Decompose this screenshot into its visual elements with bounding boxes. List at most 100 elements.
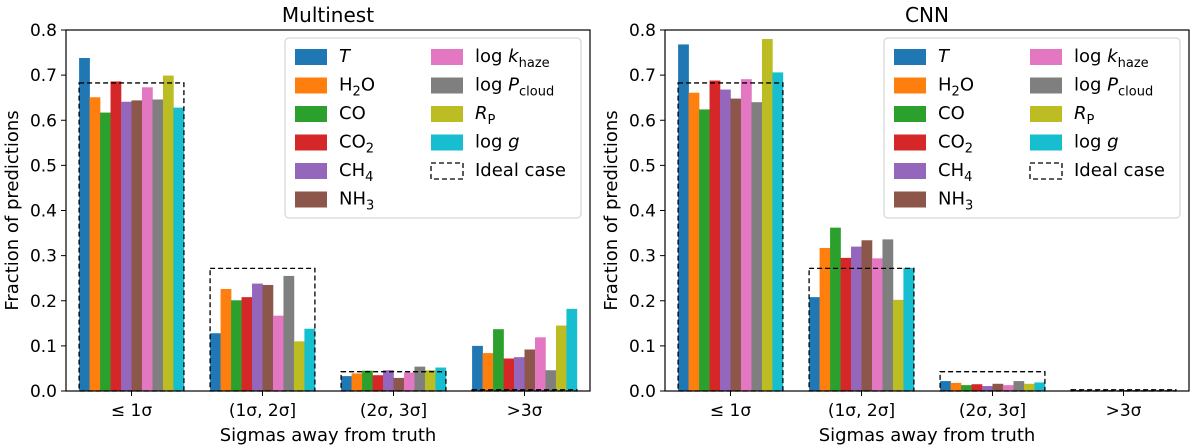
x-tick-label: (1σ, 2σ] — [828, 401, 895, 421]
legend-entry-log-pcloud: log Pcloud — [431, 75, 554, 100]
bar-t — [678, 44, 689, 391]
x-axis-title: Sigmas away from truth — [819, 425, 1036, 446]
legend-entry-t: T — [894, 46, 951, 67]
x-tick-label: >3σ — [1106, 401, 1142, 421]
x-tick-label: (1σ, 2σ] — [229, 401, 296, 421]
legend-label: Ideal case — [1074, 160, 1165, 181]
bar-log-g — [173, 107, 185, 392]
bar-t — [79, 57, 90, 391]
legend-entry-co: CO — [894, 103, 965, 124]
bar-log-khaze — [272, 315, 284, 391]
legend-entry-log-khaze: log khaze — [431, 46, 550, 71]
legend-label: log g — [1074, 132, 1119, 153]
legend-label: log khaze — [1074, 46, 1149, 71]
y-tick-label: 0.4 — [30, 202, 57, 222]
y-tick-label: 0.3 — [30, 247, 57, 267]
legend-swatch — [431, 134, 463, 151]
bar-log-pcloud — [152, 99, 164, 392]
y-tick-label: 0.2 — [30, 292, 57, 312]
legend-swatch — [1030, 134, 1062, 151]
bar-log-pcloud — [283, 275, 295, 391]
x-axis-title: Sigmas away from truth — [220, 425, 437, 446]
bar-log-khaze — [740, 79, 752, 391]
bar-log-g — [903, 267, 915, 391]
legend-entry-co2: CO2 — [295, 132, 374, 157]
legend-entry-nh3: NH3 — [295, 189, 374, 214]
bar-log-pcloud — [1013, 381, 1025, 391]
ideal-case-box — [808, 267, 915, 392]
y-tick-label: 0.0 — [629, 382, 656, 402]
y-axis-title: Fraction of predictions — [2, 110, 23, 310]
bar-t — [341, 376, 352, 391]
legend-label: T — [339, 46, 352, 67]
legend-label: RP — [475, 103, 496, 128]
bar-log-khaze — [871, 258, 883, 391]
bar-rp — [555, 325, 567, 391]
legend-swatch — [431, 106, 463, 122]
legend-swatch — [431, 49, 463, 65]
bar-h2o — [89, 97, 101, 391]
bar-nh3 — [393, 377, 405, 391]
legend-label: CH4 — [938, 160, 972, 185]
x-tick-label: >3σ — [507, 401, 543, 421]
bar-t — [210, 333, 221, 391]
y-tick-label: 0.1 — [629, 337, 656, 357]
bar-h2o — [482, 353, 494, 391]
bar-ch4 — [720, 89, 731, 391]
y-tick-label: 0.8 — [30, 21, 57, 41]
bar-co2 — [110, 81, 122, 391]
legend-entry-ch4: CH4 — [295, 160, 373, 185]
bar-ch4 — [851, 246, 862, 391]
y-tick-label: 0.1 — [30, 337, 57, 357]
plot-frame — [664, 29, 1190, 392]
bar-ch4 — [982, 386, 993, 391]
bar-log-khaze — [403, 372, 415, 391]
legend-label: CO — [938, 103, 965, 124]
legend-entry-co: CO — [295, 103, 366, 124]
bar-co2 — [372, 375, 384, 391]
legend-box — [284, 37, 582, 219]
legend-swatch — [430, 162, 464, 180]
bar-log-g — [1034, 382, 1046, 391]
y-tick-label: 0.7 — [30, 66, 57, 86]
legend-label: NH3 — [938, 189, 973, 214]
legend-swatch — [295, 77, 327, 94]
legend-swatch — [894, 134, 926, 151]
bar-co — [961, 385, 972, 391]
legend-swatch — [295, 134, 327, 151]
bar-t — [940, 381, 951, 391]
legend-label: log Pcloud — [475, 75, 554, 100]
chart-title: CNN — [905, 3, 949, 27]
legend-label: log Pcloud — [1074, 75, 1153, 100]
bar-nh3 — [524, 349, 536, 391]
legend-label: CO — [339, 103, 366, 124]
bar-log-g — [566, 308, 578, 391]
bar-log-khaze — [141, 87, 153, 391]
bar-log-g — [435, 367, 447, 391]
multinest-panel: Multinest 0.0 0.1 0.2 0.3 0.4 0.5 0.6 0.7 0.8 Frac… — [2, 3, 591, 446]
y-tick-label: 0.5 — [629, 156, 656, 176]
legend-label: H2O — [339, 75, 375, 100]
y-tick-label: 0.7 — [629, 66, 656, 86]
legend-entry-t: T — [295, 46, 352, 67]
bar-co — [231, 300, 242, 391]
legend-label: CO2 — [339, 132, 374, 157]
legend-label: H2O — [938, 75, 974, 100]
y-tick-label: 0.8 — [629, 21, 656, 41]
bar-nh3 — [262, 284, 274, 391]
cnn-panel: CNN 0.0 0.1 0.2 0.3 0.4 0.5 0.6 0.7 0.8 Fraction o… — [601, 3, 1190, 446]
bar-co — [362, 370, 373, 391]
legend-entry-log-pcloud: log Pcloud — [1030, 75, 1153, 100]
legend-swatch — [295, 163, 327, 179]
x-tick-label: (2σ, 3σ] — [959, 401, 1026, 421]
bar-log-pcloud — [751, 102, 763, 391]
legend-swatch — [894, 191, 926, 208]
legend-label: log g — [475, 132, 520, 153]
legend-label: log khaze — [475, 46, 550, 71]
bar-log-pcloud — [882, 239, 894, 391]
ideal-case-box — [1070, 389, 1177, 392]
legend-swatch — [295, 49, 327, 65]
bar-co2 — [241, 297, 253, 391]
legend-entry-log-khaze: log khaze — [1030, 46, 1149, 71]
legend-label: CH4 — [339, 160, 373, 185]
